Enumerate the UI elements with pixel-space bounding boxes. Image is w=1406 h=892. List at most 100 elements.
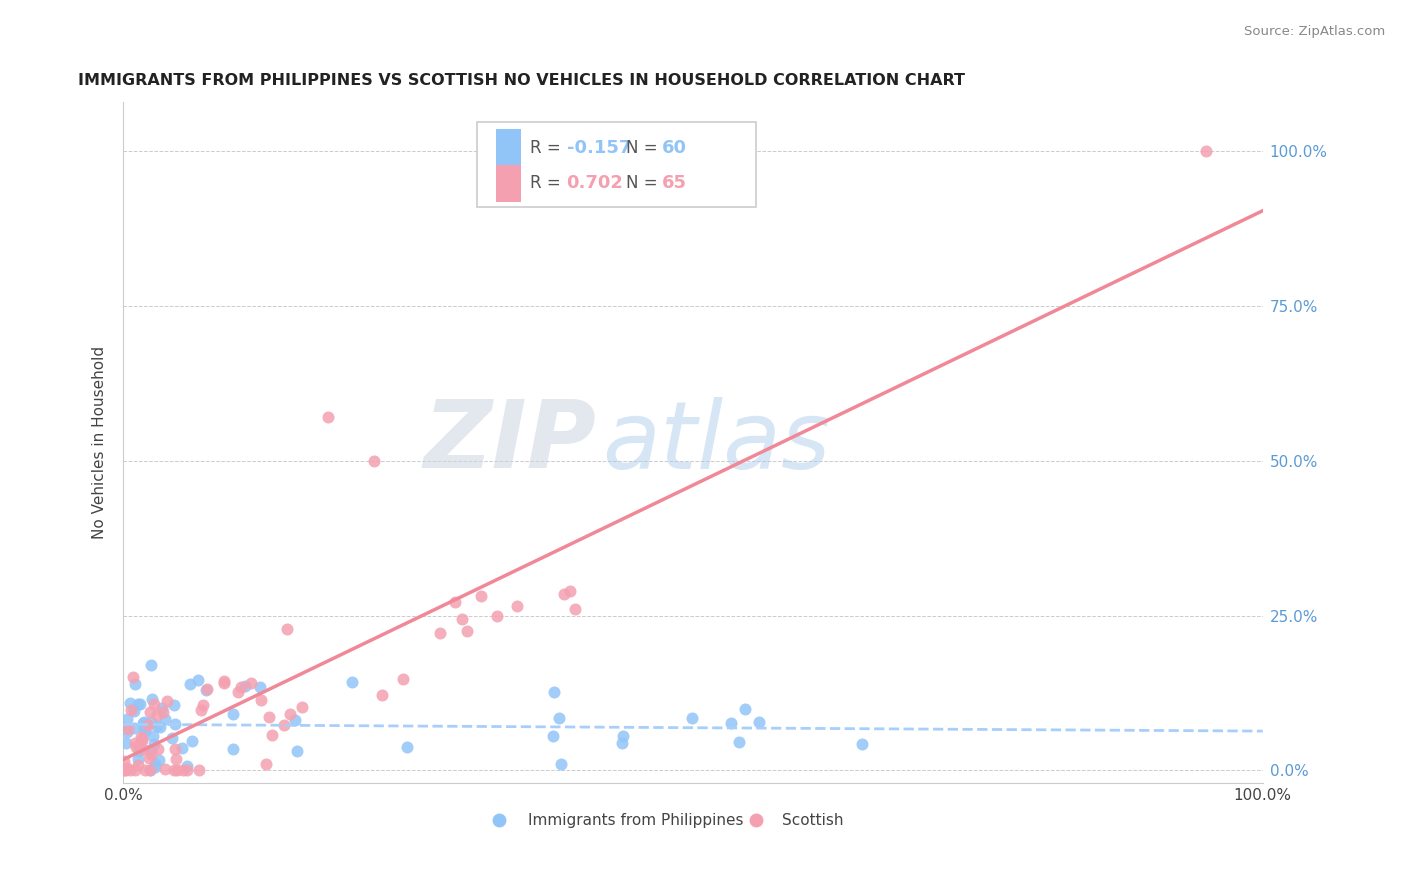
Point: [262, 728, 284, 742]
Point: [191, 698, 214, 712]
Point: [1195, 144, 1218, 158]
Point: [391, 672, 413, 686]
Point: [195, 683, 218, 698]
Point: [429, 626, 451, 640]
Point: [131, 732, 153, 747]
Point: [163, 698, 186, 713]
Point: [132, 715, 155, 730]
Text: N =: N =: [626, 174, 662, 193]
Point: [146, 708, 169, 723]
Text: ZIP: ZIP: [423, 396, 596, 488]
Point: [197, 682, 219, 697]
Text: IMMIGRANTS FROM PHILIPPINES VS SCOTTISH NO VEHICLES IN HOUSEHOLD CORRELATION CHA: IMMIGRANTS FROM PHILIPPINES VS SCOTTISH …: [77, 73, 965, 88]
Point: [188, 764, 211, 778]
Text: N =: N =: [626, 139, 662, 157]
Point: [148, 742, 170, 756]
Point: [139, 706, 162, 720]
FancyBboxPatch shape: [496, 129, 522, 167]
Point: [142, 729, 165, 743]
Point: [114, 764, 136, 778]
Point: [290, 700, 312, 714]
Point: [141, 692, 163, 706]
Text: 65: 65: [662, 174, 688, 193]
Point: [115, 761, 138, 775]
Point: [120, 703, 142, 717]
Point: [340, 675, 363, 690]
Point: [612, 729, 634, 743]
Point: [222, 741, 245, 756]
Point: [124, 677, 146, 691]
Point: [115, 725, 138, 739]
Point: [170, 741, 193, 756]
Point: [548, 711, 571, 725]
Point: [179, 677, 201, 691]
Point: [134, 719, 156, 733]
Point: [141, 658, 163, 673]
Point: [318, 410, 340, 425]
Point: [134, 723, 156, 738]
Point: [226, 685, 249, 699]
Point: [371, 688, 394, 702]
Point: [163, 764, 186, 778]
Point: [212, 673, 235, 688]
Point: [396, 739, 419, 754]
Point: [165, 752, 187, 766]
Point: [176, 764, 198, 778]
Point: [127, 758, 149, 772]
Point: [143, 697, 166, 711]
Point: [229, 680, 252, 694]
Point: [278, 706, 301, 721]
Point: [155, 762, 177, 776]
Point: [127, 698, 149, 712]
Point: [239, 675, 262, 690]
Point: [143, 760, 166, 774]
Point: [720, 716, 742, 731]
Point: [114, 764, 136, 778]
Point: [734, 702, 756, 716]
FancyBboxPatch shape: [477, 122, 755, 207]
Text: atlas: atlas: [602, 397, 830, 488]
Point: [138, 764, 160, 778]
Point: [553, 587, 575, 601]
Point: [139, 743, 162, 757]
Point: [129, 698, 152, 712]
Point: [134, 715, 156, 730]
Text: Immigrants from Philippines: Immigrants from Philippines: [527, 813, 744, 828]
Point: [143, 756, 166, 771]
Point: [363, 454, 385, 468]
Point: [153, 712, 176, 726]
Point: [118, 696, 141, 710]
Point: [186, 673, 208, 687]
Point: [115, 712, 138, 726]
Point: [190, 703, 212, 717]
Point: [138, 764, 160, 778]
Point: [254, 757, 277, 772]
Point: [122, 670, 145, 684]
Point: [250, 692, 273, 706]
Point: [139, 747, 162, 761]
Point: [273, 718, 295, 732]
Text: 0.702: 0.702: [567, 174, 623, 193]
Point: [131, 730, 153, 744]
Point: [136, 717, 159, 731]
Text: R =: R =: [530, 174, 567, 193]
Point: [172, 764, 194, 778]
Point: [156, 693, 179, 707]
Point: [163, 742, 186, 756]
Point: [506, 599, 529, 613]
Point: [131, 732, 153, 747]
Point: [284, 713, 307, 727]
Point: [139, 714, 162, 729]
Point: [117, 722, 139, 736]
Point: [128, 743, 150, 757]
Point: [257, 710, 280, 724]
Point: [122, 704, 145, 718]
Text: R =: R =: [530, 139, 567, 157]
Point: [124, 764, 146, 778]
Point: [118, 764, 141, 778]
Point: [160, 731, 183, 746]
Point: [134, 764, 156, 778]
Point: [114, 721, 136, 735]
Point: [558, 584, 581, 599]
Y-axis label: No Vehicles in Household: No Vehicles in Household: [93, 345, 107, 539]
